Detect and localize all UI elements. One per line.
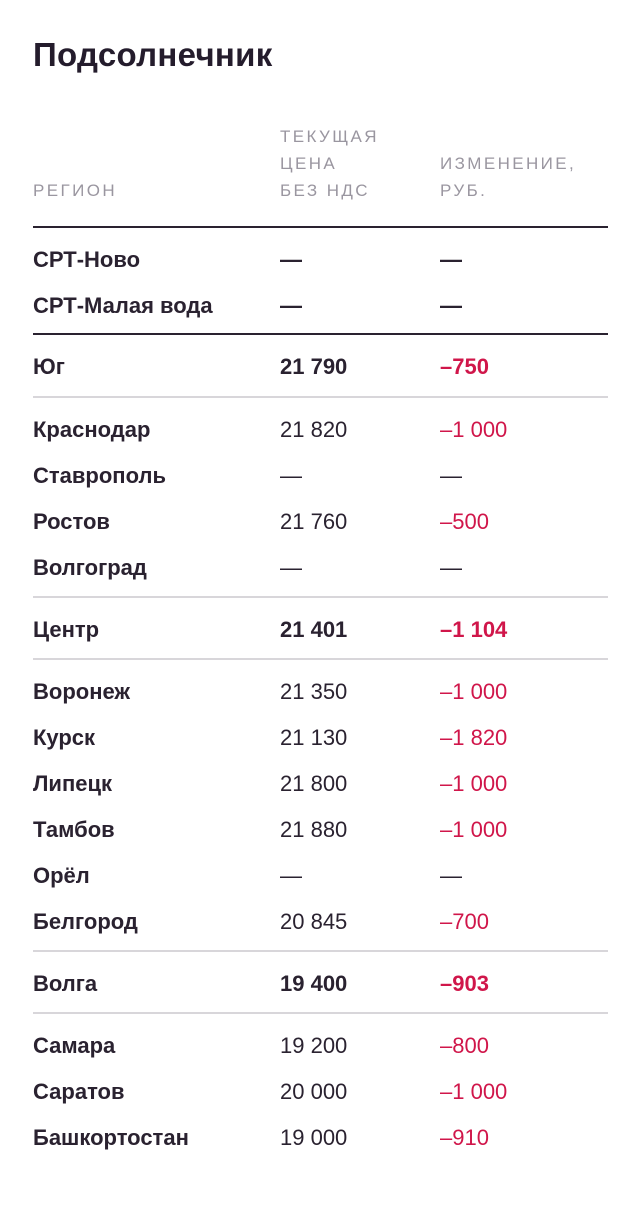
table-row: Тамбов 21 880 –1 000	[33, 807, 608, 853]
change-cell: –750	[440, 354, 489, 379]
table-row: Орёл — —	[33, 853, 608, 899]
row-divider	[33, 396, 608, 398]
region-cell: Воронеж	[33, 679, 131, 704]
region-cell: Волга	[33, 971, 98, 996]
change-cell: –800	[440, 1033, 489, 1058]
price-cell: —	[280, 463, 302, 488]
table-row: Липецк 21 800 –1 000	[33, 761, 608, 807]
change-cell: —	[440, 863, 462, 888]
change-cell: –903	[440, 971, 489, 996]
change-cell: –1 000	[440, 817, 508, 842]
table-row: Курск 21 130 –1 820	[33, 715, 608, 761]
row-divider	[33, 950, 608, 952]
region-cell: Юг	[33, 354, 65, 379]
change-cell: –1 104	[440, 617, 508, 642]
row-divider	[33, 596, 608, 598]
row-divider	[33, 1012, 608, 1014]
change-cell: –700	[440, 909, 489, 934]
price-cell: —	[280, 863, 302, 888]
price-cell: 20 000	[280, 1079, 348, 1104]
region-cell: Тамбов	[33, 817, 115, 842]
table-row: Саратов 20 000 –1 000	[33, 1069, 608, 1115]
column-header-price: ТЕКУЩАЯ ЦЕНА БЕЗ НДС	[280, 127, 379, 200]
table-header: РЕГИОН ТЕКУЩАЯ ЦЕНА БЕЗ НДС ИЗМЕНЕНИЕ, Р…	[33, 120, 608, 208]
table-row: Ростов 21 760 –500	[33, 499, 608, 545]
change-cell: –1 000	[440, 771, 508, 796]
region-cell: Курск	[33, 725, 96, 750]
change-cell: —	[440, 293, 462, 318]
change-cell: –500	[440, 509, 489, 534]
price-cell: 21 350	[280, 679, 348, 704]
price-cell: 21 130	[280, 725, 348, 750]
region-cell: Орёл	[33, 863, 90, 888]
price-cell: 19 000	[280, 1125, 348, 1150]
change-cell: –1 000	[440, 417, 508, 442]
region-cell: Ростов	[33, 509, 110, 534]
table-row: Ставрополь — —	[33, 453, 608, 499]
price-cell: 21 820	[280, 417, 348, 442]
region-cell: Краснодар	[33, 417, 151, 442]
price-cell: 19 400	[280, 971, 348, 996]
change-cell: —	[440, 247, 462, 272]
table-row: Краснодар 21 820 –1 000	[33, 407, 608, 453]
region-cell: Белгород	[33, 909, 138, 934]
table-row: Башкортостан 19 000 –910	[33, 1115, 608, 1161]
price-cell: 20 845	[280, 909, 348, 934]
page-title: Подсолнечник	[33, 36, 273, 73]
header-divider	[33, 226, 608, 228]
table-row: Белгород 20 845 –700	[33, 899, 608, 945]
price-cell: 21 880	[280, 817, 348, 842]
row-divider	[33, 658, 608, 660]
region-cell: Центр	[33, 617, 100, 642]
table-row: СРТ-Малая вода — —	[33, 283, 608, 329]
column-header-region: РЕГИОН	[33, 181, 118, 200]
table-row: Самара 19 200 –800	[33, 1023, 608, 1069]
section-divider	[33, 333, 608, 335]
column-header-change: ИЗМЕНЕНИЕ, РУБ.	[440, 154, 577, 200]
price-cell: —	[280, 293, 302, 318]
region-cell: Ставрополь	[33, 463, 166, 488]
price-cell: 21 790	[280, 354, 348, 379]
region-cell: Самара	[33, 1033, 116, 1058]
region-cell: Башкортостан	[33, 1125, 189, 1150]
change-cell: —	[440, 555, 462, 580]
region-cell: Саратов	[33, 1079, 125, 1104]
price-cell: 21 800	[280, 771, 348, 796]
change-cell: –1 000	[440, 1079, 508, 1104]
change-cell: –910	[440, 1125, 489, 1150]
table-row: СРТ-Ново — —	[33, 237, 608, 283]
change-cell: –1 000	[440, 679, 508, 704]
price-cell: 19 200	[280, 1033, 348, 1058]
region-cell: СРТ-Ново	[33, 247, 141, 272]
change-cell: –1 820	[440, 725, 508, 750]
price-cell: —	[280, 555, 302, 580]
region-cell: СРТ-Малая вода	[33, 293, 213, 318]
price-cell: —	[280, 247, 302, 272]
summary-row: Юг 21 790 –750	[33, 344, 608, 390]
region-cell: Липецк	[33, 771, 113, 796]
region-cell: Волгоград	[33, 555, 147, 580]
price-cell: 21 401	[280, 617, 348, 642]
table-row: Волгоград — —	[33, 545, 608, 591]
summary-row: Центр 21 401 –1 104	[33, 607, 608, 653]
table-row: Воронеж 21 350 –1 000	[33, 669, 608, 715]
change-cell: —	[440, 463, 462, 488]
summary-row: Волга 19 400 –903	[33, 961, 608, 1007]
price-cell: 21 760	[280, 509, 348, 534]
